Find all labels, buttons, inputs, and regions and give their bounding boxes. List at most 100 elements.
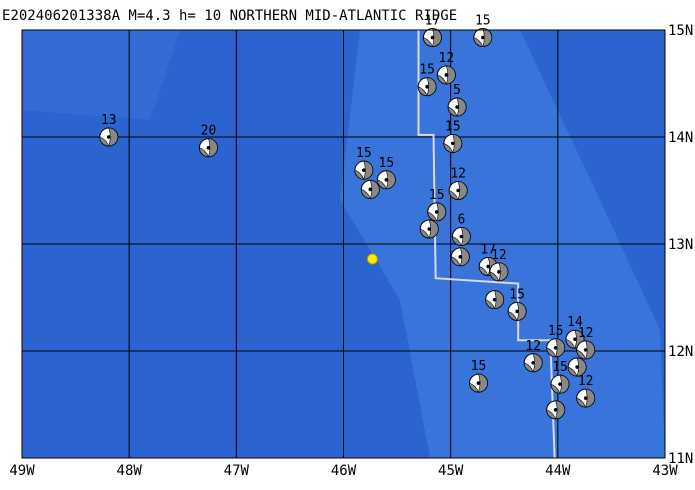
depth-label: 15 [429, 188, 445, 203]
beachball [436, 65, 456, 85]
depth-label: 15 [471, 359, 487, 374]
x-tick-label: 45W [438, 463, 464, 479]
beachball-quadrant [437, 74, 447, 85]
beachball-quadrant [108, 127, 119, 147]
x-tick-label: 43W [652, 463, 678, 479]
beachball [427, 202, 447, 222]
beachball-center [459, 234, 464, 239]
beachball-center [368, 187, 373, 192]
depth-label: 15 [379, 156, 395, 171]
y-tick-label: 13N [668, 237, 693, 253]
y-tick-label: 14N [668, 130, 693, 146]
beachball [550, 374, 570, 394]
beachball-quadrant [377, 179, 387, 190]
beachball [489, 262, 509, 282]
beachball [469, 373, 489, 393]
beachball [447, 97, 467, 117]
beachball [485, 290, 505, 310]
beachball-center [451, 141, 455, 146]
depth-label: 17 [480, 242, 496, 257]
beachball-center [456, 188, 460, 193]
beachball-quadrant [576, 349, 587, 360]
depth-label: 15 [475, 13, 491, 28]
beachball-quadrant [585, 340, 595, 360]
x-tick-label: 46W [331, 463, 357, 479]
beachball-quadrant [448, 190, 459, 200]
beachball [448, 181, 468, 200]
beachball-center [515, 309, 519, 314]
beachball-quadrant [546, 347, 557, 358]
beachball [546, 400, 566, 420]
beachball [546, 338, 566, 358]
depth-label: 15 [509, 287, 525, 302]
beachball-quadrant [423, 37, 433, 47]
beachball [576, 340, 596, 360]
beachball-center [583, 348, 588, 352]
beachball-quadrant [532, 353, 543, 373]
beachball-quadrant [585, 388, 595, 408]
beachball-center [575, 365, 579, 369]
beachball-center [430, 35, 435, 40]
beachball-quadrant [485, 299, 496, 309]
beachball-center [486, 264, 490, 269]
x-tick-label: 44W [545, 463, 571, 479]
depth-label: 20 [201, 124, 217, 139]
beachball-center [444, 73, 449, 77]
x-tick-label: 49W [9, 463, 35, 479]
beachball-quadrant [443, 143, 454, 153]
depth-label: 15 [419, 63, 435, 78]
beachball [354, 160, 374, 180]
frame [21, 29, 666, 459]
beachball [507, 301, 527, 321]
beachball-quadrant [494, 290, 504, 309]
beachball-quadrant [354, 169, 365, 180]
beachball-quadrant [565, 338, 576, 349]
beachball-quadrant [447, 106, 458, 117]
depth-label: 12 [578, 374, 594, 389]
beachball-center [583, 396, 588, 400]
beachball-quadrant [99, 136, 110, 147]
beachball [523, 353, 543, 373]
beachball-quadrant [419, 228, 430, 239]
beachball-quadrant [360, 189, 371, 199]
beachball-center [384, 178, 389, 182]
beachball [99, 127, 119, 147]
beachball-quadrant [523, 362, 534, 373]
beachball-quadrant [428, 219, 439, 239]
x-tick-label: 48W [117, 463, 143, 479]
beachball-center [553, 408, 558, 412]
beachball-quadrant [555, 400, 565, 420]
beachball-quadrant [456, 97, 467, 117]
beachball-quadrant [451, 256, 461, 267]
beachball [576, 388, 596, 408]
depth-label: 6 [457, 213, 465, 228]
beachball [419, 219, 439, 239]
beachball-center [206, 145, 211, 150]
beachball-quadrant [426, 77, 437, 97]
beachball-quadrant [452, 236, 462, 246]
beachball-quadrant [507, 310, 518, 321]
beachball-quadrant [576, 397, 587, 408]
beachball [198, 138, 218, 158]
beachball-quadrant [516, 302, 527, 321]
beachball-quadrant [459, 247, 470, 267]
beachball-quadrant [208, 138, 218, 158]
x-tick-label: 47W [224, 463, 250, 479]
beachball-quadrant [469, 382, 479, 393]
beachball-center [107, 135, 111, 139]
depth-label: 15 [356, 146, 372, 161]
depth-label: 12 [578, 326, 594, 341]
beachball-quadrant [482, 28, 493, 47]
depth-label: 14 [567, 315, 583, 330]
beachball-center [427, 227, 432, 231]
depth-label: 12 [491, 248, 507, 263]
beachball-quadrant [576, 357, 587, 377]
beachball-quadrant [567, 366, 578, 377]
beachball-quadrant [546, 409, 557, 420]
beachball-center [455, 105, 459, 109]
beachball-quadrant [489, 271, 500, 282]
epicenter [366, 253, 378, 265]
beachball-quadrant [363, 160, 374, 180]
beachball-quadrant [432, 28, 442, 47]
beachball-quadrant [478, 266, 489, 276]
